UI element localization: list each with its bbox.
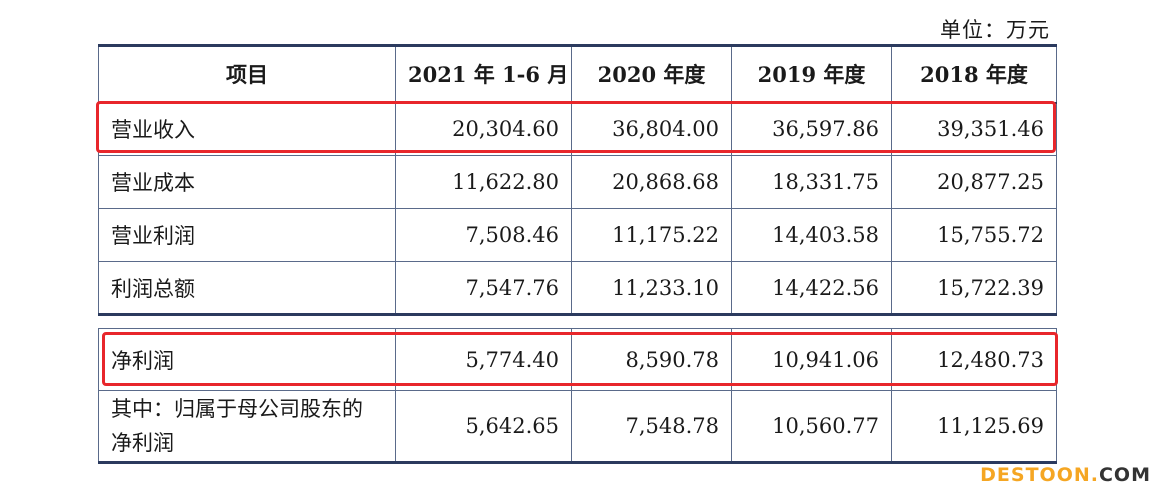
- row-label: 营业成本: [98, 155, 396, 209]
- cell-value: 14,422.56: [731, 261, 892, 315]
- cell-value: 15,755.72: [891, 208, 1057, 262]
- table-row: 净利润 5,774.40 8,590.78 10,941.06 12,480.7…: [98, 328, 1057, 391]
- header-item: 项目: [98, 45, 396, 103]
- cell-value: 15,722.39: [891, 261, 1057, 315]
- cell-value: 10,941.06: [731, 328, 892, 391]
- cell-value: 20,877.25: [891, 155, 1057, 209]
- row-label: 营业利润: [98, 208, 396, 262]
- row-label: 利润总额: [98, 261, 396, 315]
- financial-table-top: 项目 2021 年 1-6 月 2020 年度 2019 年度 2018 年度 …: [98, 44, 1057, 316]
- cell-value: 11,622.80: [395, 155, 572, 209]
- net-profit-table: 净利润 5,774.40 8,590.78 10,941.06 12,480.7…: [98, 328, 1057, 464]
- table-row: 营业成本 11,622.80 20,868.68 18,331.75 20,87…: [98, 155, 1057, 209]
- cell-value: 11,175.22: [571, 208, 732, 262]
- cell-value: 18,331.75: [731, 155, 892, 209]
- table-row: 利润总额 7,547.76 11,233.10 14,422.56 15,722…: [98, 261, 1057, 315]
- row-label: 其中：归属于母公司股东的净利润: [98, 390, 396, 463]
- header-2020: 2020 年度: [571, 45, 732, 103]
- table-row: 营业利润 7,508.46 11,175.22 14,403.58 15,755…: [98, 208, 1057, 262]
- cell-value: 20,868.68: [571, 155, 732, 209]
- cell-value: 20,304.60: [395, 102, 572, 156]
- cell-value: 7,548.78: [571, 390, 732, 463]
- row-label: 营业收入: [98, 102, 396, 156]
- cell-value: 11,125.69: [891, 390, 1057, 463]
- cell-value: 8,590.78: [571, 328, 732, 391]
- watermark-dot: .: [1090, 464, 1099, 486]
- unit-label: 单位：万元: [940, 18, 1050, 42]
- cell-value: 14,403.58: [731, 208, 892, 262]
- row-label: 净利润: [98, 328, 396, 391]
- financial-table-bottom: 净利润 5,774.40 8,590.78 10,941.06 12,480.7…: [98, 328, 1057, 464]
- header-2019: 2019 年度: [731, 45, 892, 103]
- watermark-logo: DESTOON.COM: [980, 464, 1151, 486]
- cell-value: 5,642.65: [395, 390, 572, 463]
- table-row: 其中：归属于母公司股东的净利润 5,642.65 7,548.78 10,560…: [98, 390, 1057, 463]
- watermark-com: COM: [1098, 464, 1151, 486]
- cell-value: 10,560.77: [731, 390, 892, 463]
- cell-value: 7,508.46: [395, 208, 572, 262]
- income-table: 项目 2021 年 1-6 月 2020 年度 2019 年度 2018 年度 …: [98, 44, 1057, 316]
- header-row: 项目 2021 年 1-6 月 2020 年度 2019 年度 2018 年度: [98, 45, 1057, 103]
- cell-value: 12,480.73: [891, 328, 1057, 391]
- table-row: 营业收入 20,304.60 36,804.00 36,597.86 39,35…: [98, 102, 1057, 156]
- cell-value: 5,774.40: [395, 328, 572, 391]
- cell-value: 36,804.00: [571, 102, 732, 156]
- header-2018: 2018 年度: [891, 45, 1057, 103]
- watermark-main: DESTOON: [980, 464, 1091, 486]
- cell-value: 11,233.10: [571, 261, 732, 315]
- header-2021h1: 2021 年 1-6 月: [395, 45, 572, 103]
- cell-value: 36,597.86: [731, 102, 892, 156]
- cell-value: 39,351.46: [891, 102, 1057, 156]
- cell-value: 7,547.76: [395, 261, 572, 315]
